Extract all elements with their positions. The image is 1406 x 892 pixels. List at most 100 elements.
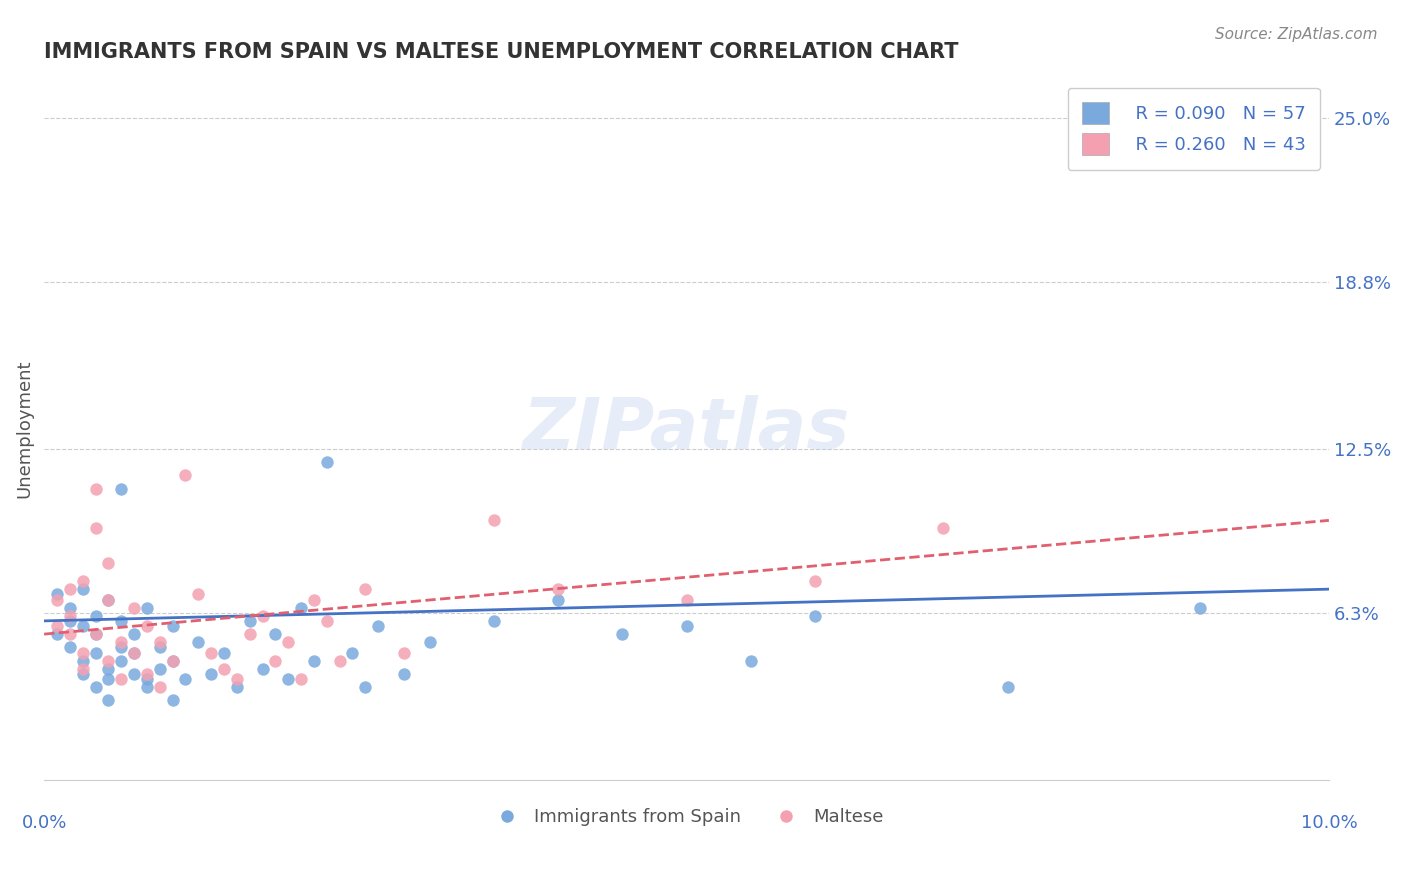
Point [392, 666, 415, 681]
Point [59, 582, 82, 596]
Point [315, 455, 337, 469]
Point [162, 654, 184, 668]
Legend: Immigrants from Spain, Maltese: Immigrants from Spain, Maltese [482, 801, 891, 834]
Point [302, 654, 325, 668]
Point [547, 582, 569, 596]
Point [110, 654, 132, 668]
Point [252, 661, 274, 675]
Point [72, 654, 94, 668]
Text: 0.0%: 0.0% [21, 814, 67, 832]
Point [46, 627, 69, 641]
Point [46, 587, 69, 601]
Point [239, 627, 262, 641]
Point [97, 592, 120, 607]
Text: Source: ZipAtlas.com: Source: ZipAtlas.com [1215, 27, 1378, 42]
Point [187, 587, 209, 601]
Point [315, 614, 337, 628]
Point [149, 635, 172, 649]
Point [122, 666, 145, 681]
Point [72, 666, 94, 681]
Point [162, 654, 184, 668]
Point [135, 672, 157, 686]
Point [110, 635, 132, 649]
Point [547, 592, 569, 607]
Point [135, 619, 157, 633]
Y-axis label: Unemployment: Unemployment [15, 359, 32, 499]
Point [110, 672, 132, 686]
Point [122, 646, 145, 660]
Point [392, 646, 415, 660]
Point [162, 693, 184, 707]
Point [59, 614, 82, 628]
Point [174, 672, 197, 686]
Point [675, 619, 697, 633]
Point [59, 627, 82, 641]
Point [59, 600, 82, 615]
Point [72, 574, 94, 589]
Point [277, 635, 299, 649]
Text: IMMIGRANTS FROM SPAIN VS MALTESE UNEMPLOYMENT CORRELATION CHART: IMMIGRANTS FROM SPAIN VS MALTESE UNEMPLO… [44, 42, 959, 62]
Point [264, 627, 287, 641]
Point [84, 482, 107, 496]
Point [72, 619, 94, 633]
Point [97, 672, 120, 686]
Point [675, 592, 697, 607]
Point [290, 600, 312, 615]
Point [59, 640, 82, 655]
Point [174, 468, 197, 483]
Point [1189, 600, 1212, 615]
Point [302, 592, 325, 607]
Point [97, 556, 120, 570]
Point [72, 661, 94, 675]
Point [740, 654, 762, 668]
Point [97, 592, 120, 607]
Point [342, 646, 364, 660]
Point [997, 680, 1019, 694]
Point [804, 608, 827, 623]
Point [46, 619, 69, 633]
Point [135, 666, 157, 681]
Text: ZIPatlas: ZIPatlas [523, 394, 851, 464]
Point [252, 608, 274, 623]
Point [149, 640, 172, 655]
Point [419, 635, 441, 649]
Point [110, 482, 132, 496]
Point [149, 661, 172, 675]
Point [97, 693, 120, 707]
Point [122, 600, 145, 615]
Point [239, 614, 262, 628]
Point [110, 640, 132, 655]
Point [97, 654, 120, 668]
Point [84, 521, 107, 535]
Point [290, 672, 312, 686]
Point [264, 654, 287, 668]
Point [84, 627, 107, 641]
Point [804, 574, 827, 589]
Point [367, 619, 389, 633]
Point [135, 680, 157, 694]
Point [162, 619, 184, 633]
Point [354, 582, 377, 596]
Point [200, 646, 222, 660]
Point [59, 608, 82, 623]
Point [84, 608, 107, 623]
Point [482, 614, 505, 628]
Point [110, 614, 132, 628]
Point [225, 680, 247, 694]
Point [97, 661, 120, 675]
Point [482, 513, 505, 527]
Point [329, 654, 352, 668]
Point [612, 627, 634, 641]
Point [212, 646, 235, 660]
Point [122, 646, 145, 660]
Point [187, 635, 209, 649]
Point [84, 680, 107, 694]
Point [212, 661, 235, 675]
Point [72, 582, 94, 596]
Point [135, 600, 157, 615]
Point [932, 521, 955, 535]
Point [277, 672, 299, 686]
Point [225, 672, 247, 686]
Point [200, 666, 222, 681]
Text: 10.0%: 10.0% [1301, 814, 1357, 832]
